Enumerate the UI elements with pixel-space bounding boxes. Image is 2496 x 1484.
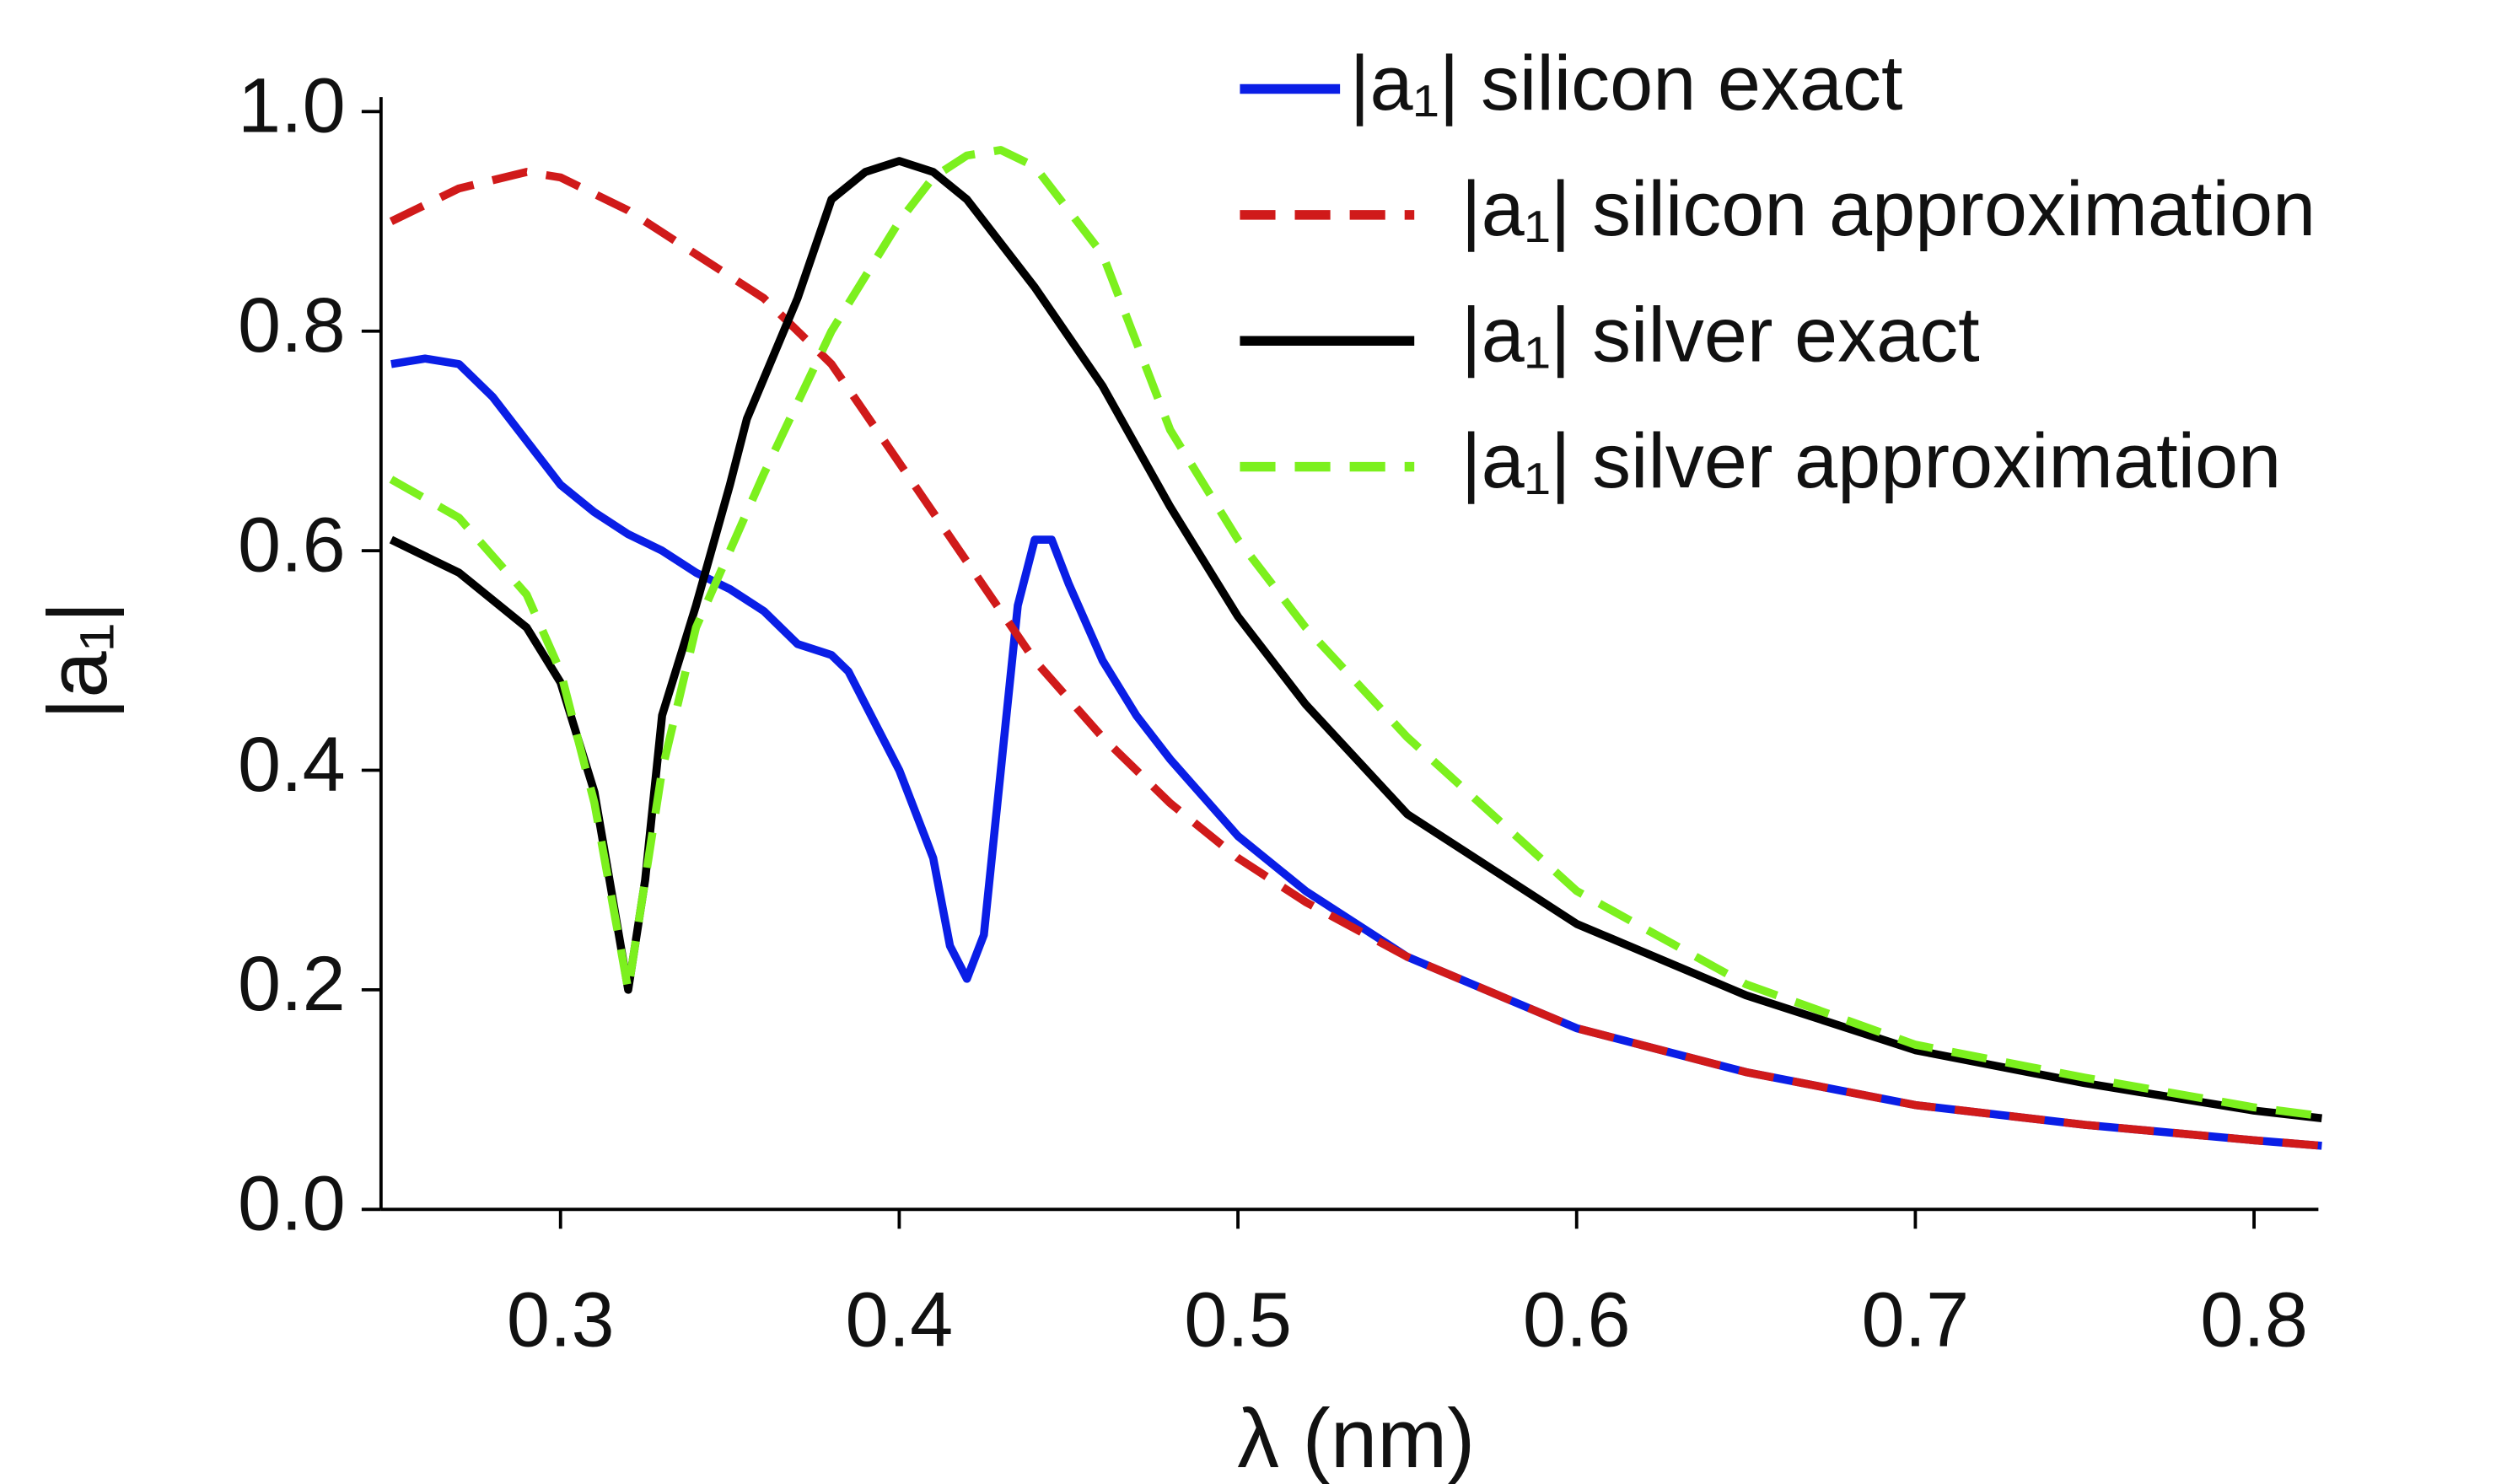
x-tick-label: 0.8: [2200, 1277, 2308, 1363]
legend-label: |a₁| silver exact: [1461, 292, 1980, 378]
y-tick-label: 0.0: [238, 1161, 346, 1247]
series-line: [389, 146, 2323, 1121]
legend-label: |a₁| silicon approximation: [1461, 166, 2316, 252]
y-tick-label: 1.0: [238, 63, 346, 149]
x-tick-label: 0.3: [507, 1277, 615, 1363]
y-tick-label: 0.8: [238, 282, 346, 368]
series-line: [389, 157, 2322, 1123]
y-axis-label: |a₁|: [31, 601, 125, 720]
x-tick-label: 0.7: [1862, 1277, 1970, 1363]
x-tick-label: 0.4: [846, 1277, 954, 1363]
x-tick-label: 0.5: [1184, 1277, 1292, 1363]
legend-label: |a₁| silver approximation: [1461, 418, 2282, 504]
y-tick-label: 0.6: [238, 502, 346, 588]
y-tick-label: 0.2: [238, 941, 346, 1027]
y-tick-label: 0.4: [238, 722, 346, 808]
legend-label: |a₁| silicon exact: [1350, 40, 1903, 126]
x-axis-label: λ (nm): [1237, 1392, 1475, 1484]
x-tick-label: 0.6: [1523, 1277, 1631, 1363]
